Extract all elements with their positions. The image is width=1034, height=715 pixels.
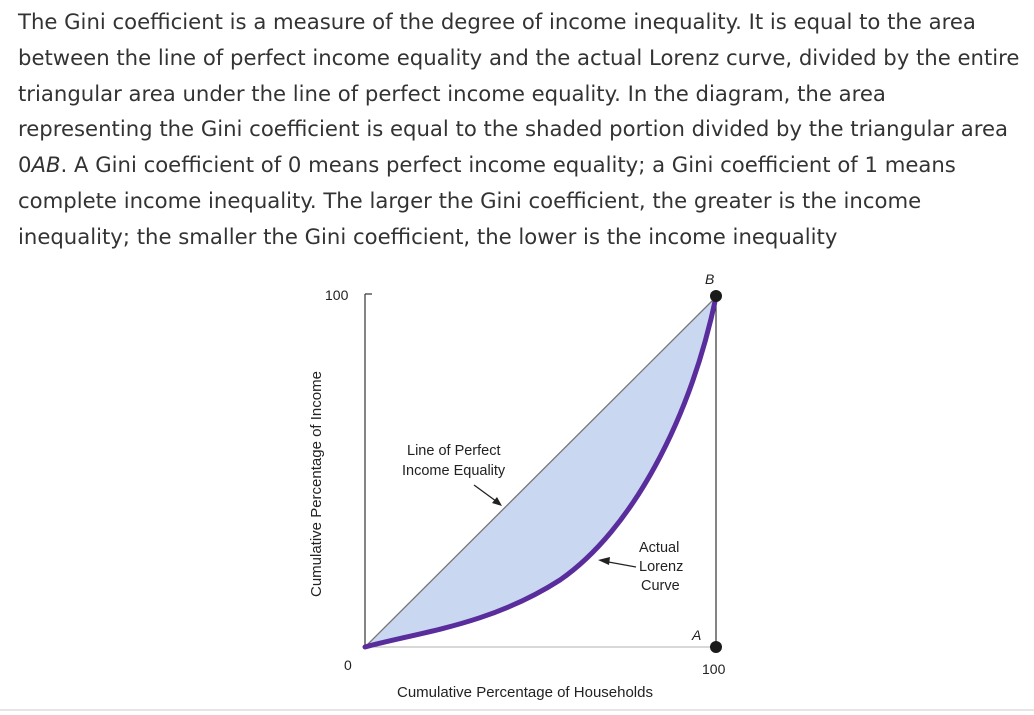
bottom-divider: [0, 709, 1034, 711]
description-part-2: . A Gini coefficient of 0 means perfect …: [18, 152, 956, 249]
gini-description: The Gini coefficient is a measure of the…: [18, 4, 1023, 255]
lorenz-label-2: Lorenz: [639, 559, 683, 575]
origin-zero: 0: [18, 152, 32, 178]
points-ab: AB: [31, 152, 61, 178]
lorenz-pointer-arrowhead: [598, 557, 610, 565]
equality-line-label-2: Income Equality: [402, 463, 506, 479]
description-part-1: The Gini coefficient is a measure of the…: [18, 9, 1020, 142]
point-a-marker: [710, 641, 722, 653]
equality-pointer-arrowhead: [492, 497, 502, 506]
equality-line: [364, 296, 717, 648]
origin-label: 0: [344, 657, 352, 673]
point-b-marker: [710, 290, 722, 302]
equality-line-label-1: Line of Perfect: [407, 443, 501, 459]
lorenz-curve: [362, 294, 719, 650]
point-b-label: B: [705, 271, 714, 287]
y-tick-100: 100: [325, 287, 349, 303]
x-tick-100: 100: [702, 661, 726, 677]
y-axis-label: Cumulative Percentage of Income: [308, 371, 325, 597]
x-axis-label: Cumulative Percentage of Households: [397, 684, 653, 701]
lorenz-label-1: Actual: [639, 540, 679, 556]
point-a-label: A: [691, 627, 701, 643]
lorenz-label-3: Curve: [641, 578, 680, 594]
